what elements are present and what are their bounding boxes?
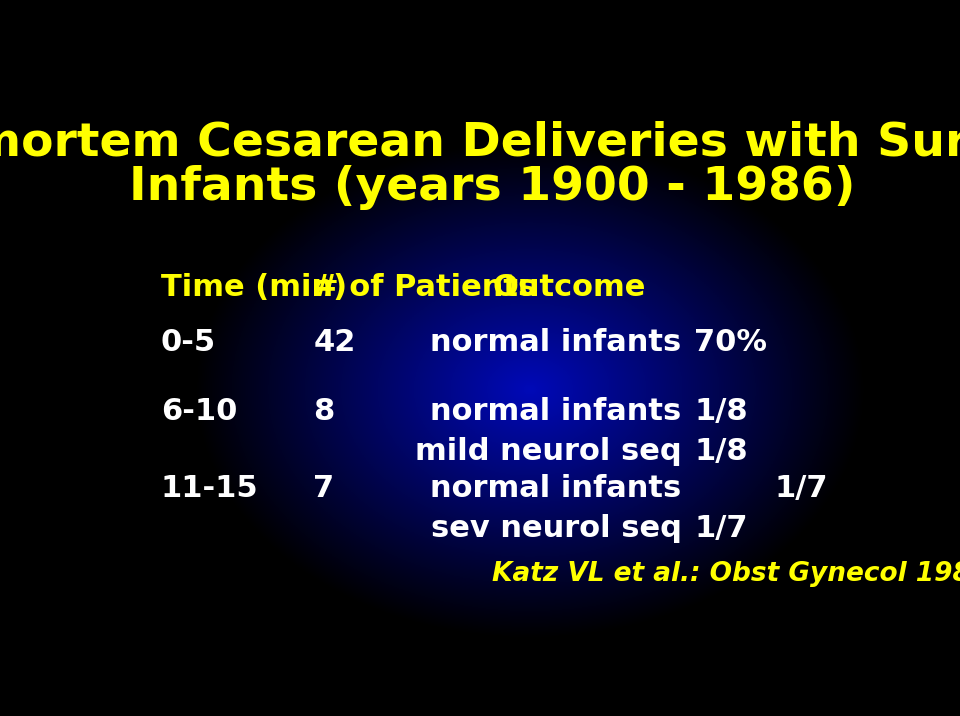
Text: 0-5: 0-5 xyxy=(161,328,216,357)
Text: 1/8: 1/8 xyxy=(694,397,748,426)
Text: # of Patients: # of Patients xyxy=(313,273,537,301)
Text: 11-15: 11-15 xyxy=(161,474,258,503)
Text: 7: 7 xyxy=(313,474,335,503)
Text: normal infants: normal infants xyxy=(430,328,682,357)
Text: 8: 8 xyxy=(313,397,335,426)
Text: sev neurol seq: sev neurol seq xyxy=(431,514,682,543)
Text: 70%: 70% xyxy=(694,328,767,357)
Text: Postmortem Cesarean Deliveries with Surviving: Postmortem Cesarean Deliveries with Surv… xyxy=(0,121,960,166)
Text: Outcome: Outcome xyxy=(492,273,645,301)
Text: mild neurol seq: mild neurol seq xyxy=(415,437,682,466)
Text: 1/8: 1/8 xyxy=(694,437,748,466)
Text: 42: 42 xyxy=(313,328,356,357)
Text: 1/7: 1/7 xyxy=(775,474,828,503)
Text: 1/7: 1/7 xyxy=(694,514,748,543)
Text: Katz VL et al.: Obst Gynecol 1986: 68: 571-576.: Katz VL et al.: Obst Gynecol 1986: 68: 5… xyxy=(492,561,960,587)
Text: Infants (years 1900 - 1986): Infants (years 1900 - 1986) xyxy=(129,165,855,211)
Text: normal infants: normal infants xyxy=(430,474,682,503)
Text: 6-10: 6-10 xyxy=(161,397,237,426)
Text: Time (min): Time (min) xyxy=(161,273,348,301)
Text: normal infants: normal infants xyxy=(430,397,682,426)
